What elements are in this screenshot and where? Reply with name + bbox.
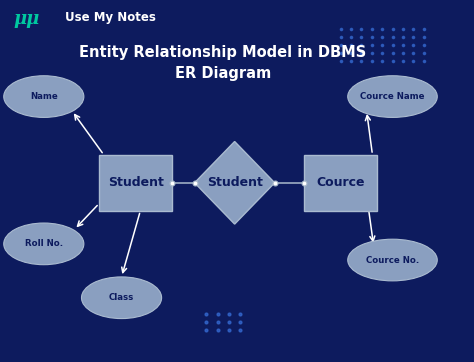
Ellipse shape <box>4 223 84 265</box>
Text: μμ: μμ <box>13 10 39 28</box>
Text: Cource No.: Cource No. <box>366 256 419 265</box>
Text: Roll No.: Roll No. <box>25 239 63 248</box>
Text: Student: Student <box>207 176 263 189</box>
Ellipse shape <box>4 76 84 117</box>
Text: Use My Notes: Use My Notes <box>65 12 156 25</box>
Text: Cource Name: Cource Name <box>360 92 425 101</box>
Ellipse shape <box>348 76 438 117</box>
Ellipse shape <box>348 239 438 281</box>
Text: Cource: Cource <box>317 176 365 189</box>
Text: Student: Student <box>108 176 164 189</box>
Polygon shape <box>195 142 275 224</box>
Text: Name: Name <box>30 92 58 101</box>
Text: Class: Class <box>109 293 134 302</box>
FancyBboxPatch shape <box>304 155 377 211</box>
FancyBboxPatch shape <box>99 155 172 211</box>
Text: Entity Relationship Model in DBMS
ER Diagram: Entity Relationship Model in DBMS ER Dia… <box>79 45 366 81</box>
Ellipse shape <box>82 277 162 319</box>
